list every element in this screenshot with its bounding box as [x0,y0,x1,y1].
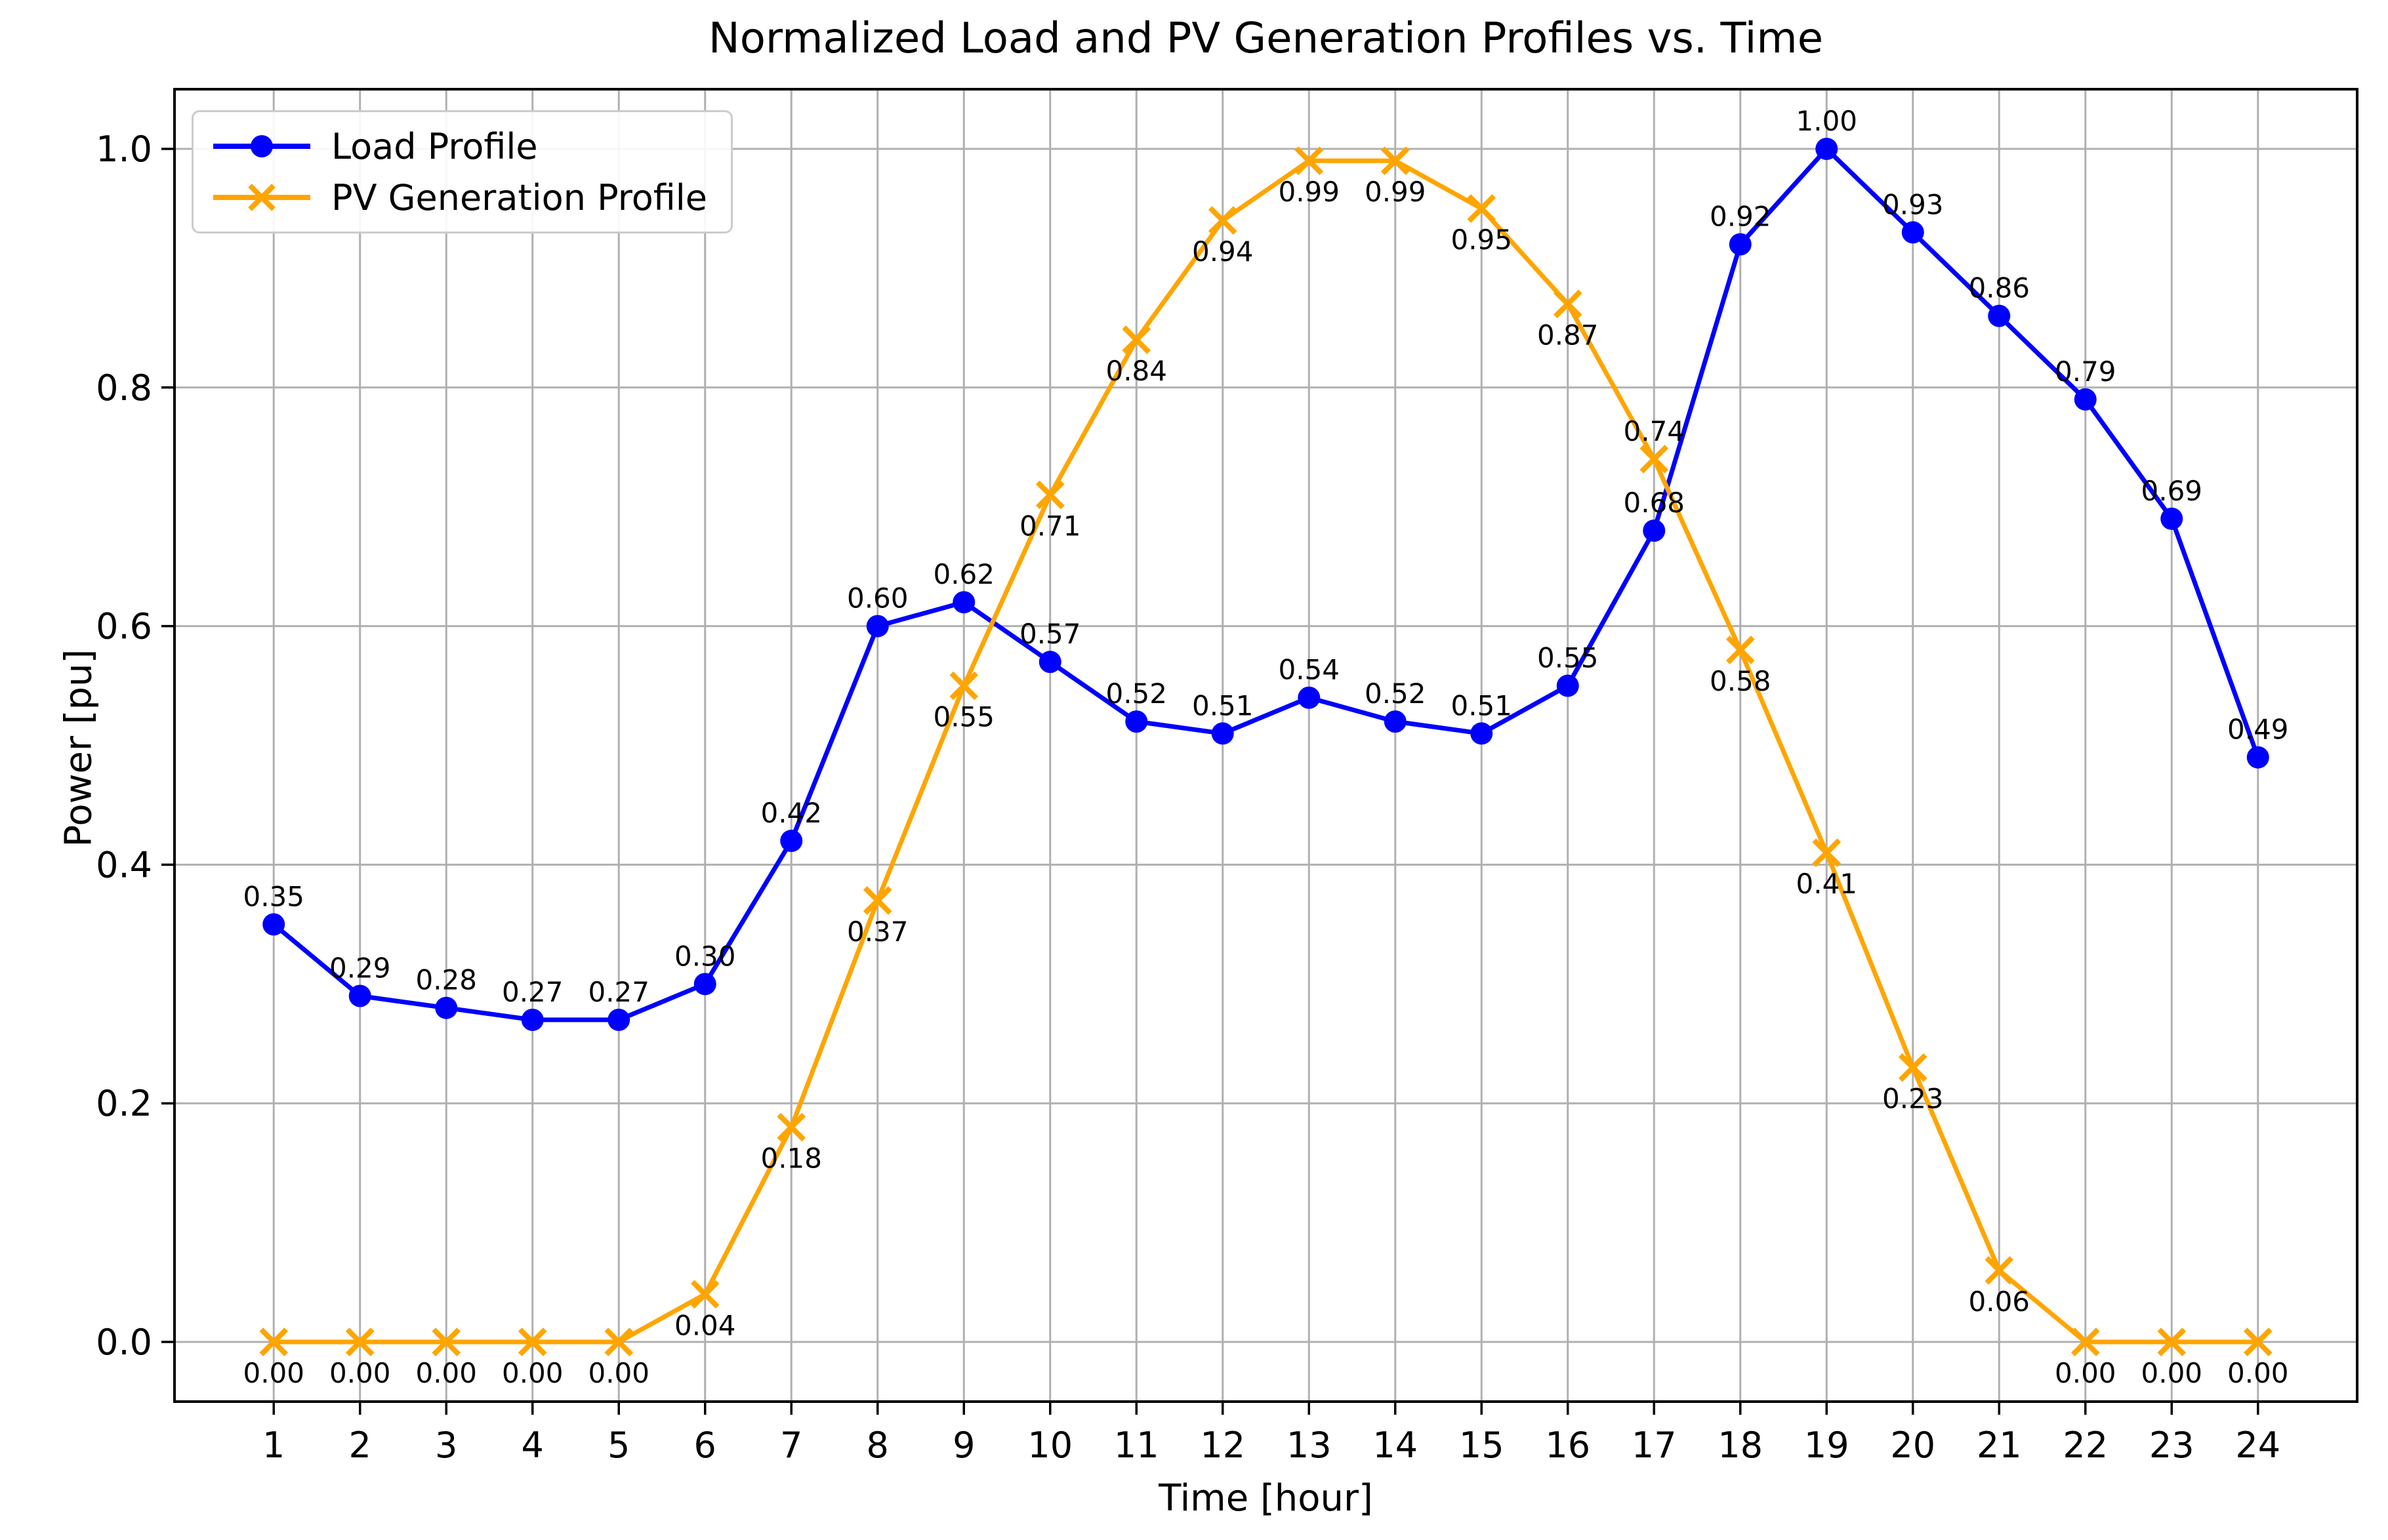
svg-text:24: 24 [2235,1425,2280,1466]
svg-text:3: 3 [435,1425,457,1466]
svg-text:0.29: 0.29 [329,952,391,984]
svg-text:0.00: 0.00 [2227,1357,2289,1389]
svg-text:0.42: 0.42 [760,797,822,829]
svg-text:5: 5 [607,1425,630,1466]
svg-text:0.00: 0.00 [588,1357,649,1389]
svg-text:23: 23 [2149,1425,2194,1466]
svg-text:0.0: 0.0 [96,1322,152,1363]
svg-text:0.58: 0.58 [1710,665,1771,697]
svg-text:13: 13 [1287,1425,1332,1466]
svg-text:0.60: 0.60 [847,582,909,615]
svg-text:0.27: 0.27 [588,976,649,1008]
legend-label-pv: PV Generation Profile [331,176,707,218]
svg-text:15: 15 [1459,1425,1504,1466]
svg-text:1.00: 1.00 [1796,105,1858,137]
svg-text:0.37: 0.37 [847,916,909,948]
svg-text:9: 9 [953,1425,975,1466]
svg-text:0.00: 0.00 [2055,1357,2116,1389]
svg-text:0.52: 0.52 [1105,678,1167,710]
svg-text:0.41: 0.41 [1796,868,1858,900]
svg-text:18: 18 [1718,1425,1763,1466]
svg-text:0.71: 0.71 [1019,510,1081,542]
svg-text:0.84: 0.84 [1105,355,1167,387]
svg-text:0.6: 0.6 [96,606,152,647]
legend-load-line-circle-icon [213,135,310,157]
svg-text:0.74: 0.74 [1624,415,1685,447]
svg-text:0.99: 0.99 [1278,176,1340,208]
svg-text:0.57: 0.57 [1019,618,1081,650]
legend: Load Profile PV Generation Profile [192,110,733,233]
svg-text:0.68: 0.68 [1624,487,1685,519]
svg-text:14: 14 [1372,1425,1418,1466]
svg-text:8: 8 [867,1425,889,1466]
svg-text:0.55: 0.55 [933,701,995,733]
svg-text:1: 1 [262,1425,285,1466]
svg-text:0.00: 0.00 [243,1357,304,1389]
legend-pv-line-x-icon [213,184,310,211]
svg-text:11: 11 [1114,1425,1159,1466]
svg-text:0.52: 0.52 [1365,678,1426,710]
chart-title: Normalized Load and PV Generation Profil… [708,14,1824,63]
svg-text:0.99: 0.99 [1365,176,1426,208]
legend-label-load: Load Profile [331,125,538,167]
svg-text:17: 17 [1632,1425,1677,1466]
svg-text:0.62: 0.62 [933,558,995,590]
svg-text:0.4: 0.4 [96,844,152,885]
svg-text:0.51: 0.51 [1192,689,1254,721]
svg-text:0.55: 0.55 [1537,642,1599,674]
svg-text:0.8: 0.8 [96,367,152,409]
svg-text:0.94: 0.94 [1192,235,1254,268]
svg-text:21: 21 [1977,1425,2022,1466]
svg-text:0.87: 0.87 [1537,319,1599,351]
svg-text:0.06: 0.06 [1969,1286,2030,1318]
svg-text:0.23: 0.23 [1882,1083,1944,1115]
svg-text:0.35: 0.35 [243,880,304,912]
svg-text:19: 19 [1804,1425,1849,1466]
svg-text:16: 16 [1545,1425,1590,1466]
svg-text:0.30: 0.30 [674,940,736,972]
svg-text:0.28: 0.28 [415,964,477,996]
svg-text:6: 6 [694,1425,716,1466]
svg-text:0.95: 0.95 [1451,224,1512,256]
svg-text:0.93: 0.93 [1882,188,1944,220]
svg-text:0.86: 0.86 [1969,272,2030,304]
svg-text:0.04: 0.04 [674,1309,736,1341]
svg-text:0.79: 0.79 [2055,355,2116,388]
svg-text:0.00: 0.00 [502,1357,564,1389]
svg-text:0.00: 0.00 [415,1357,477,1389]
svg-text:10: 10 [1027,1425,1073,1466]
svg-text:0.27: 0.27 [502,976,564,1008]
legend-entry-pv: PV Generation Profile [209,176,707,218]
svg-text:0.69: 0.69 [2141,475,2203,507]
svg-text:20: 20 [1890,1425,1935,1466]
svg-text:0.2: 0.2 [96,1083,152,1124]
legend-entry-load: Load Profile [209,125,707,167]
svg-text:7: 7 [780,1425,802,1466]
svg-text:0.18: 0.18 [760,1143,822,1175]
svg-text:0.92: 0.92 [1710,200,1771,232]
svg-text:1.0: 1.0 [96,129,152,170]
svg-text:12: 12 [1200,1425,1245,1466]
svg-text:0.54: 0.54 [1278,654,1340,686]
x-axis-label: Time [hour] [1159,1477,1373,1520]
svg-text:2: 2 [349,1425,371,1466]
svg-text:0.49: 0.49 [2227,714,2289,746]
svg-text:0.51: 0.51 [1451,689,1512,721]
svg-text:0.00: 0.00 [329,1357,391,1389]
y-axis-label: Power [pu] [57,649,100,847]
svg-text:4: 4 [522,1425,544,1466]
svg-text:0.00: 0.00 [2141,1357,2203,1389]
svg-text:22: 22 [2063,1425,2108,1466]
